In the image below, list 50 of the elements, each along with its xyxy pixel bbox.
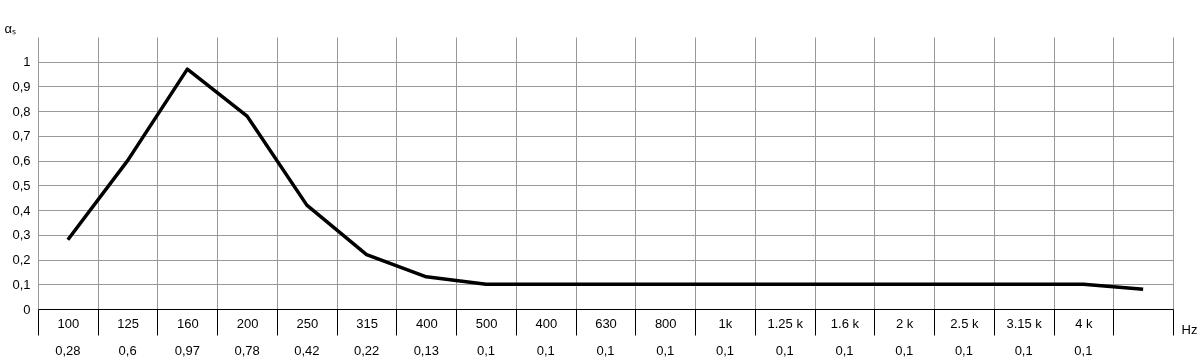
y-tick-label: 0,5 (12, 177, 31, 193)
data-label: 0,1 (775, 343, 794, 358)
y-tick-label: 0,7 (12, 128, 31, 144)
x-tick-label: 2 k (896, 315, 914, 331)
y-tick-label: 0,9 (12, 78, 31, 94)
data-label: 0,1 (895, 343, 914, 358)
x-tick-label: 400 (415, 315, 438, 331)
data-label: 0,78 (234, 343, 260, 358)
x-tick-label: 500 (475, 315, 498, 331)
x-tick-label: 4 k (1075, 315, 1094, 331)
x-tick-label: 400 (535, 315, 558, 331)
data-label: 0,6 (118, 343, 137, 358)
y-tick-label: 0,1 (12, 276, 31, 292)
y-tick-label: 0,3 (12, 227, 31, 243)
x-tick-label: 200 (236, 315, 259, 331)
data-label: 0,1 (536, 343, 555, 358)
y-tick-label: 0,6 (12, 153, 31, 169)
x-tick-label: 125 (117, 315, 139, 331)
x-tick-label: 250 (296, 315, 319, 331)
y-axis-title: αₛ (4, 20, 17, 36)
x-tick-label: 800 (654, 315, 677, 331)
x-tick-label: 3.15 k (1006, 315, 1043, 331)
x-tick-label: 315 (356, 315, 378, 331)
data-label: 0,1 (1014, 343, 1033, 358)
x-tick-label: 1.6 k (830, 315, 860, 331)
y-tick-label: 1 (23, 54, 31, 70)
data-label: 0,1 (476, 343, 496, 358)
data-label: 0,1 (715, 343, 735, 358)
data-label: 0,22 (353, 343, 380, 358)
y-tick-label: 0,8 (12, 103, 31, 119)
x-tick-label: 1.25 k (767, 315, 804, 331)
x-tick-label: 2.5 k (950, 315, 980, 331)
data-label: 0,1 (656, 343, 675, 358)
x-tick-label: 1k (718, 315, 733, 331)
data-label: 0,42 (294, 343, 320, 358)
data-label: 0,97 (174, 343, 200, 358)
data-label: 0,1 (954, 343, 973, 358)
data-label: 0,1 (835, 343, 854, 358)
y-tick-label: 0,4 (12, 202, 31, 218)
data-label: 0,1 (1074, 343, 1093, 358)
data-label: 0,28 (55, 343, 81, 358)
x-tick-label: 100 (57, 315, 80, 331)
x-axis-title: Hz (1181, 321, 1198, 337)
x-tick-label: 630 (595, 315, 617, 331)
x-tick-label: 160 (176, 315, 199, 331)
data-label: 0,13 (413, 343, 439, 358)
line-series (66, 67, 1145, 291)
data-label: 0,1 (596, 343, 615, 358)
y-tick-label: 0 (23, 301, 31, 317)
y-tick-label: 0,2 (12, 252, 31, 268)
